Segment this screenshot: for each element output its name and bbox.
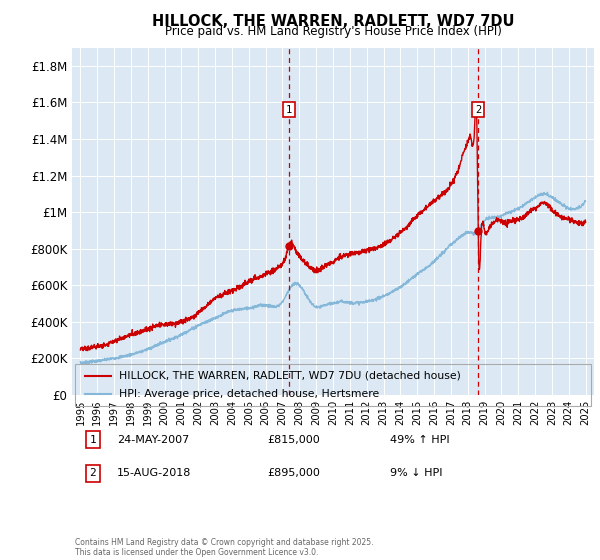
Text: 2: 2: [475, 105, 481, 115]
Text: 1: 1: [89, 435, 97, 445]
Text: HPI: Average price, detached house, Hertsmere: HPI: Average price, detached house, Hert…: [119, 389, 379, 399]
Text: Price paid vs. HM Land Registry's House Price Index (HPI): Price paid vs. HM Land Registry's House …: [164, 25, 502, 38]
Text: 2: 2: [89, 468, 97, 478]
Text: HILLOCK, THE WARREN, RADLETT, WD7 7DU (detached house): HILLOCK, THE WARREN, RADLETT, WD7 7DU (d…: [119, 371, 461, 381]
Text: 24-MAY-2007: 24-MAY-2007: [117, 435, 189, 445]
Text: £815,000: £815,000: [267, 435, 320, 445]
Text: 1: 1: [286, 105, 292, 115]
Text: 9% ↓ HPI: 9% ↓ HPI: [390, 468, 443, 478]
Text: £895,000: £895,000: [267, 468, 320, 478]
Text: Contains HM Land Registry data © Crown copyright and database right 2025.
This d: Contains HM Land Registry data © Crown c…: [75, 538, 373, 557]
Text: HILLOCK, THE WARREN, RADLETT, WD7 7DU: HILLOCK, THE WARREN, RADLETT, WD7 7DU: [152, 14, 514, 29]
Text: 49% ↑ HPI: 49% ↑ HPI: [390, 435, 449, 445]
Text: 15-AUG-2018: 15-AUG-2018: [117, 468, 191, 478]
